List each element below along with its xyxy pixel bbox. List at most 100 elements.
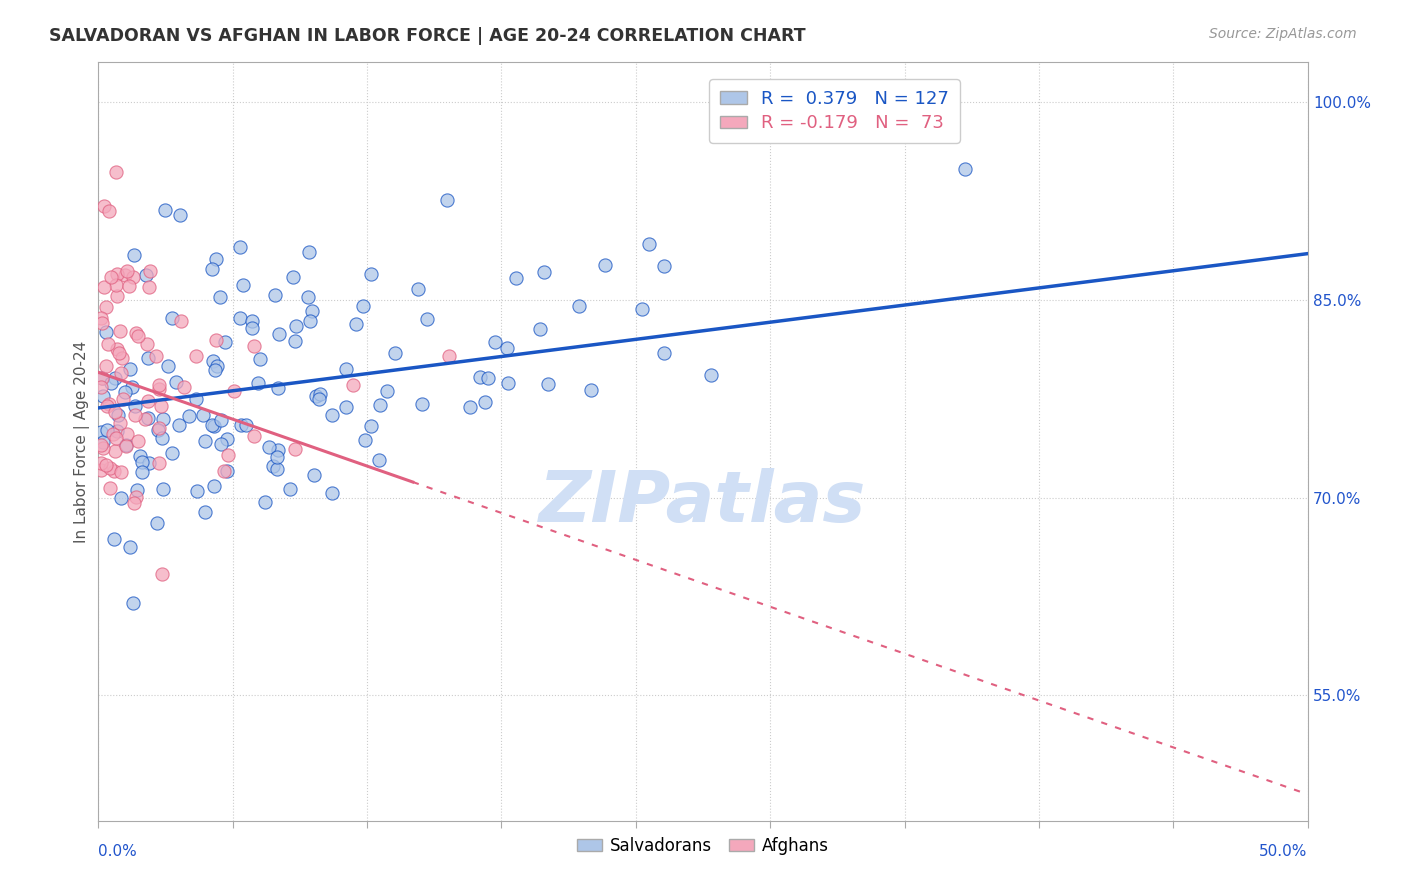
Point — [205, 359, 228, 374]
Point — [204, 363, 226, 377]
Point — [107, 408, 129, 422]
Point — [222, 384, 245, 399]
Point — [411, 396, 433, 410]
Point — [98, 396, 121, 410]
Point — [474, 394, 496, 409]
Point — [103, 464, 125, 478]
Point — [368, 398, 391, 412]
Point — [186, 392, 208, 407]
Point — [115, 439, 138, 453]
Point — [118, 279, 141, 293]
Point — [103, 427, 125, 442]
Point — [160, 446, 183, 460]
Point — [335, 362, 357, 376]
Point — [652, 346, 675, 360]
Point — [135, 268, 157, 282]
Point — [156, 359, 179, 373]
Point — [152, 483, 174, 497]
Point — [240, 320, 263, 334]
Point — [129, 449, 152, 463]
Point — [437, 350, 460, 364]
Point — [209, 290, 232, 304]
Point — [111, 392, 134, 406]
Point — [477, 371, 499, 385]
Point — [139, 263, 162, 277]
Point — [114, 268, 136, 282]
Point — [93, 199, 115, 213]
Point — [91, 389, 114, 403]
Point — [266, 381, 288, 395]
Point — [278, 483, 301, 497]
Point — [115, 426, 138, 441]
Point — [136, 411, 159, 425]
Point — [191, 408, 214, 422]
Point — [299, 313, 322, 327]
Point — [360, 268, 382, 282]
Point — [652, 260, 675, 274]
Text: ZIPatlas: ZIPatlas — [540, 467, 866, 537]
Point — [285, 319, 308, 334]
Point — [215, 464, 238, 478]
Point — [104, 277, 127, 292]
Point — [90, 370, 112, 384]
Point — [254, 495, 277, 509]
Point — [105, 289, 128, 303]
Point — [354, 433, 377, 447]
Point — [124, 408, 146, 422]
Point — [127, 434, 149, 449]
Point — [105, 342, 128, 356]
Point — [170, 314, 193, 328]
Point — [458, 400, 481, 414]
Point — [631, 301, 654, 316]
Point — [298, 244, 321, 259]
Point — [284, 334, 307, 349]
Point — [579, 383, 602, 397]
Point — [321, 486, 343, 500]
Point — [108, 416, 131, 430]
Point — [308, 392, 330, 406]
Point — [90, 425, 112, 439]
Point — [111, 351, 134, 365]
Point — [297, 290, 319, 304]
Point — [148, 456, 170, 470]
Point — [107, 346, 129, 360]
Point — [125, 326, 148, 340]
Point — [953, 162, 976, 177]
Point — [138, 279, 160, 293]
Point — [121, 270, 143, 285]
Point — [700, 368, 723, 382]
Point — [91, 435, 114, 450]
Point — [124, 399, 146, 413]
Point — [121, 380, 143, 394]
Point — [98, 461, 121, 475]
Point — [186, 483, 208, 498]
Point — [107, 424, 129, 438]
Point — [352, 299, 374, 313]
Point — [209, 436, 232, 450]
Point — [638, 236, 661, 251]
Point — [529, 322, 551, 336]
Point — [533, 265, 555, 279]
Point — [266, 450, 288, 464]
Point — [90, 463, 112, 477]
Point — [104, 443, 127, 458]
Point — [165, 375, 187, 389]
Point — [568, 299, 591, 313]
Point — [108, 324, 131, 338]
Point — [304, 467, 326, 482]
Point — [96, 458, 118, 472]
Point — [202, 479, 225, 493]
Point — [100, 376, 122, 390]
Point — [496, 376, 519, 391]
Point — [266, 462, 288, 476]
Point — [194, 505, 217, 519]
Point — [309, 387, 332, 401]
Point — [136, 351, 159, 366]
Point — [153, 202, 176, 217]
Point — [593, 259, 616, 273]
Point — [105, 164, 128, 178]
Text: Source: ZipAtlas.com: Source: ZipAtlas.com — [1209, 27, 1357, 41]
Point — [96, 423, 118, 437]
Point — [229, 311, 252, 326]
Point — [96, 300, 118, 314]
